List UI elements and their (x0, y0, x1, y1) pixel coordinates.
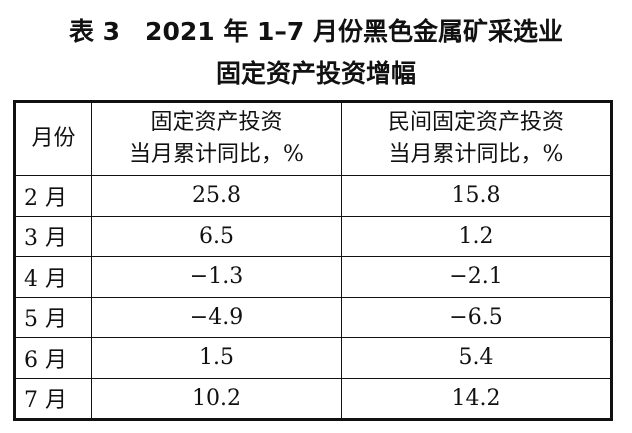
value-cell: 5.4 (341, 337, 612, 379)
title: 固定资产投资增幅 (215, 59, 416, 88)
value-cell: −1.3 (91, 256, 342, 298)
value-cell: −4.9 (91, 296, 342, 338)
month-cell: 5 月 (14, 296, 92, 338)
value-cell: 1.2 (341, 215, 612, 257)
month-cell: 4 月 (14, 256, 92, 298)
value-cell: 14.2 (341, 377, 612, 420)
table-row: 5 月 −4.9 −6.5 (14, 296, 612, 338)
table-body: 2 月 25.8 15.8 3 月 6.5 1.2 4 月 −1.3 −2.1 5 月 −4.9 −6… (14, 175, 612, 420)
header-line: 当月累计同比，% (129, 142, 304, 167)
header-row: 月份 固定资产投资 当月累计同比，% 民间固定资产投资 当月累计同比，% (14, 101, 612, 176)
header-cell: 月份 (14, 101, 92, 176)
data-table: 月份 固定资产投资 当月累计同比，% 民间固定资产投资 当月累计同比，% 2 月 25.8… (13, 100, 613, 421)
value-cell: 15.8 (341, 175, 612, 217)
value-cell: 10.2 (91, 377, 342, 420)
header-line: 固定资产投资 (150, 110, 283, 135)
title: 表 3 2021 年 1–7 月份黑色金属矿采选业 (68, 17, 564, 46)
value-cell: −2.1 (341, 256, 612, 298)
value-cell: 1.5 (91, 337, 342, 379)
header-line: 民间固定资产投资 (387, 110, 564, 135)
value-cell: −6.5 (341, 296, 612, 338)
header-line: 月份 (31, 126, 76, 151)
table-row: 3 月 6.5 1.2 (14, 215, 612, 257)
header-line: 当月累计同比，% (388, 142, 564, 167)
month-cell: 6 月 (14, 337, 92, 379)
value-cell: 25.8 (91, 175, 342, 217)
table-row: 7 月 10.2 14.2 (14, 377, 612, 420)
table-row: 2 月 25.8 15.8 (14, 175, 612, 217)
header-cell: 民间固定资产投资 当月累计同比，% (341, 101, 612, 176)
value-cell: 6.5 (91, 215, 342, 257)
month-cell: 7 月 (14, 377, 92, 420)
month-cell: 3 月 (14, 215, 92, 257)
month-cell: 2 月 (14, 175, 92, 217)
header-cell: 固定资产投资 当月累计同比，% (91, 101, 342, 176)
table-row: 6 月 1.5 5.4 (14, 337, 612, 379)
table-row: 4 月 −1.3 −2.1 (14, 256, 612, 298)
